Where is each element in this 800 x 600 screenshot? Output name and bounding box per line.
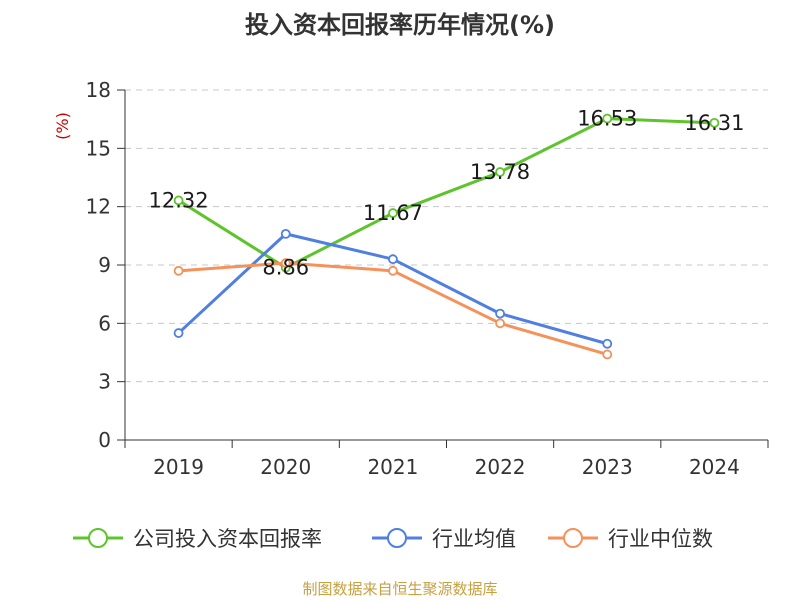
legend-marker-2 (563, 528, 583, 548)
y-tick-label-0: 0 (98, 428, 111, 452)
y-tick-label-6: 6 (98, 311, 111, 335)
data-labels: 12.32 8.86 11.67 13.78 16.53 16.31 (149, 107, 745, 280)
x-tick-label-2019: 2019 (153, 455, 204, 479)
x-tick-label-2022: 2022 (475, 455, 526, 479)
data-label-2021: 11.67 (363, 201, 423, 225)
series-line-1 (177, 232, 609, 346)
legend-item-2: 行业中位数 (548, 527, 713, 551)
point-1-2020 (280, 228, 291, 239)
y-tick-label-3: 3 (98, 370, 111, 394)
series-line-0 (177, 117, 716, 270)
legend-label-0: 公司投入资本回报率 (133, 527, 322, 551)
data-label-2023: 16.53 (577, 107, 637, 131)
y-tick-label-12: 12 (86, 195, 111, 219)
x-tick-label-2023: 2023 (582, 455, 633, 479)
point-2-2022 (495, 318, 505, 329)
point-0-2019 (173, 195, 184, 206)
legend-item-0: 公司投入资本回报率 (73, 527, 322, 551)
y-tick-label-15: 15 (86, 136, 111, 160)
point-2-2021 (388, 265, 398, 276)
point-0-2021 (388, 208, 398, 218)
point-1-2021 (388, 254, 398, 265)
point-1-2019 (173, 328, 184, 338)
series-group: 12.32 8.86 11.67 13.78 16.53 16.31 (149, 107, 745, 360)
data-label-2019: 12.32 (149, 188, 209, 212)
x-tick-label-2021: 2021 (367, 455, 418, 479)
legend-item-1: 行业均值 (372, 527, 516, 551)
point-0-2022 (495, 167, 505, 177)
source-note: 制图数据来自恒生聚源数据库 (302, 580, 497, 598)
legend-label-2: 行业中位数 (608, 527, 713, 551)
data-label-2022: 13.78 (470, 160, 530, 184)
series-1 (173, 228, 613, 349)
y-tick-label-9: 9 (98, 253, 111, 277)
legend-marker-0 (88, 528, 108, 548)
gridlines (125, 89, 768, 383)
legend-marker-1 (387, 528, 407, 548)
legend-label-1: 行业均值 (432, 527, 516, 551)
series-line-2 (177, 261, 609, 356)
data-label-2024: 16.31 (684, 111, 744, 135)
axes: 0 3 6 9 12 15 18 2019 2020 2021 2022 2023 2024 (86, 78, 769, 479)
point-1-2022 (495, 308, 505, 319)
x-tick-label-2024: 2024 (689, 455, 740, 479)
series-2 (173, 258, 613, 360)
y-tick-label-18: 18 (86, 78, 111, 102)
series-0 (173, 113, 720, 273)
point-2-2019 (173, 265, 184, 276)
point-2-2020 (280, 258, 291, 268)
chart-title: 投入资本回报率历年情况(%) (245, 11, 555, 39)
point-0-2023 (602, 113, 613, 124)
data-label-2020: 8.86 (262, 256, 309, 280)
point-1-2023 (602, 338, 613, 349)
point-2-2023 (602, 349, 613, 360)
y-axis-label: (%) (53, 112, 72, 140)
point-0-2024 (709, 117, 720, 128)
x-tick-label-2020: 2020 (260, 455, 311, 479)
legend: 公司投入资本回报率 行业均值 行业中位数 (73, 527, 713, 551)
